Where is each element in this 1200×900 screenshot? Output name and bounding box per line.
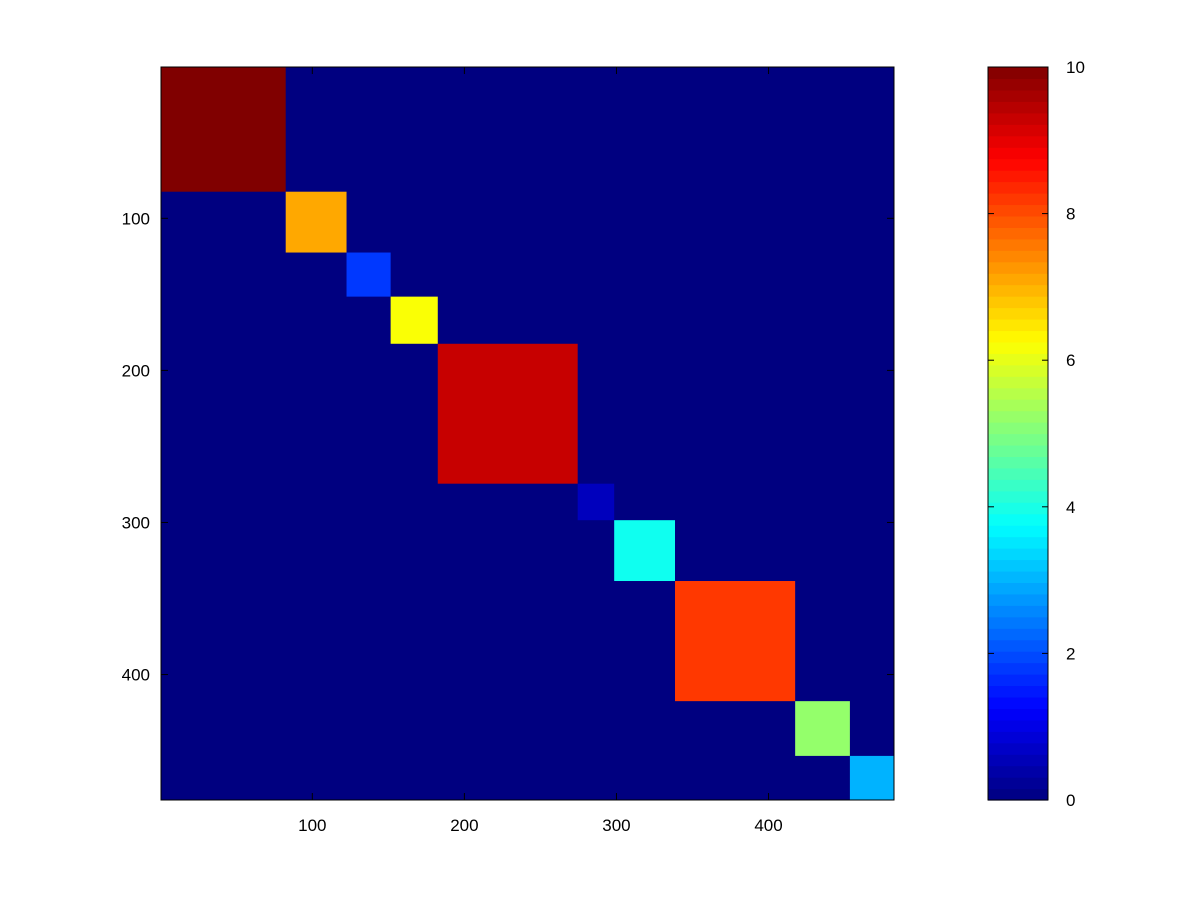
x-axis: 100 200 300 400 bbox=[298, 67, 783, 835]
colorbar-level bbox=[988, 788, 1048, 801]
colorbar-level bbox=[988, 158, 1048, 171]
colorbar-level bbox=[988, 708, 1048, 721]
colorbar-level bbox=[988, 731, 1048, 744]
colorbar-level bbox=[988, 170, 1048, 183]
heatmap-block-7 bbox=[614, 520, 676, 582]
colorbar-axis: 0 2 4 6 8 10 bbox=[988, 58, 1085, 810]
colorbar-level bbox=[988, 387, 1048, 400]
colorbar-level bbox=[988, 78, 1048, 91]
colorbar-level bbox=[988, 525, 1048, 538]
heatmap-block-4 bbox=[390, 296, 438, 344]
y-axis: 100 200 300 400 bbox=[122, 209, 894, 685]
colorbar-level bbox=[988, 559, 1048, 572]
colorbar-level bbox=[988, 593, 1048, 606]
colorbar-level bbox=[988, 754, 1048, 767]
colorbar-level bbox=[988, 570, 1048, 583]
y-tick-label: 400 bbox=[122, 666, 150, 685]
colorbar-level bbox=[988, 742, 1048, 755]
x-tick-label: 300 bbox=[602, 816, 630, 835]
colorbar-level bbox=[988, 296, 1048, 309]
y-tick-label: 200 bbox=[122, 361, 150, 380]
colorbar-level bbox=[988, 273, 1048, 286]
colorbar-level bbox=[988, 502, 1048, 515]
colorbar-level bbox=[988, 89, 1048, 102]
colorbar-level bbox=[988, 399, 1048, 412]
colorbar-level bbox=[988, 124, 1048, 137]
colorbar-level bbox=[988, 777, 1048, 790]
colorbar-level bbox=[988, 376, 1048, 389]
colorbar-level bbox=[988, 284, 1048, 297]
y-tick-label: 300 bbox=[122, 513, 150, 532]
colorbar-level bbox=[988, 685, 1048, 698]
colorbar-level bbox=[988, 765, 1048, 778]
heatmap-block-10 bbox=[849, 755, 894, 800]
colorbar-level bbox=[988, 307, 1048, 320]
colorbar-frame bbox=[987, 66, 1049, 801]
colorbar-level bbox=[988, 719, 1048, 732]
plot-area bbox=[160, 66, 895, 801]
colorbar-level bbox=[988, 479, 1048, 492]
colorbar-level bbox=[988, 135, 1048, 148]
colorbar-level bbox=[988, 490, 1048, 503]
colorbar-level bbox=[988, 67, 1048, 80]
heatmap-block-5 bbox=[437, 343, 578, 484]
x-tick-label: 400 bbox=[754, 816, 782, 835]
colorbar-level bbox=[988, 112, 1048, 125]
colorbar-level bbox=[988, 662, 1048, 675]
colorbar-level bbox=[988, 101, 1048, 114]
heatmap-block-1 bbox=[161, 67, 286, 192]
heatmap-block-8 bbox=[675, 581, 796, 702]
colorbar-level bbox=[988, 238, 1048, 251]
colorbar-tick-label: 10 bbox=[1066, 58, 1085, 77]
colorbar-level bbox=[988, 422, 1048, 435]
colorbar-level bbox=[988, 353, 1048, 366]
colorbar-level bbox=[988, 192, 1048, 206]
colorbar-level bbox=[988, 204, 1048, 217]
colorbar-tick-label: 4 bbox=[1066, 498, 1075, 517]
colorbar-level bbox=[988, 261, 1048, 274]
colorbar-level bbox=[988, 616, 1048, 629]
colorbar-tick-label: 8 bbox=[1066, 205, 1075, 224]
heatmap-block-9 bbox=[795, 701, 850, 756]
colorbar-level bbox=[988, 318, 1048, 332]
colorbar-level bbox=[988, 674, 1048, 687]
colorbar-level bbox=[988, 513, 1048, 526]
heatmap-block-2 bbox=[285, 191, 347, 253]
colorbar-level bbox=[988, 330, 1048, 343]
colorbar-level bbox=[988, 582, 1048, 595]
heatmap-block-3 bbox=[346, 252, 391, 297]
colorbar-level bbox=[988, 250, 1048, 263]
colorbar-level bbox=[988, 410, 1048, 423]
colorbar-level bbox=[988, 444, 1048, 458]
heatmap-block-6 bbox=[577, 483, 615, 521]
colorbar-tick-label: 0 bbox=[1066, 791, 1075, 810]
x-tick-label: 100 bbox=[298, 816, 326, 835]
colorbar-tick-label: 2 bbox=[1066, 644, 1075, 663]
colorbar-level bbox=[988, 536, 1048, 549]
colorbar-level bbox=[988, 215, 1048, 228]
axes-frame bbox=[160, 66, 895, 801]
colorbar-level bbox=[988, 181, 1048, 194]
colorbar-level bbox=[988, 651, 1048, 664]
colorbar-level bbox=[988, 341, 1048, 354]
colorbar-tick-label: 6 bbox=[1066, 351, 1075, 370]
colorbar-level bbox=[988, 639, 1048, 652]
colorbar-level bbox=[988, 467, 1048, 480]
colorbar-level bbox=[988, 605, 1048, 618]
colorbar-level bbox=[988, 364, 1048, 377]
colorbar-level bbox=[988, 548, 1048, 561]
colorbar-level bbox=[988, 696, 1048, 709]
colorbar-level bbox=[988, 433, 1048, 446]
colorbar-level bbox=[988, 227, 1048, 240]
y-tick-label: 100 bbox=[122, 209, 150, 228]
colorbar-level bbox=[988, 628, 1048, 641]
colorbar-level bbox=[988, 147, 1048, 160]
x-tick-label: 200 bbox=[450, 816, 478, 835]
colorbar-level bbox=[988, 456, 1048, 469]
colorbar bbox=[987, 66, 1049, 801]
